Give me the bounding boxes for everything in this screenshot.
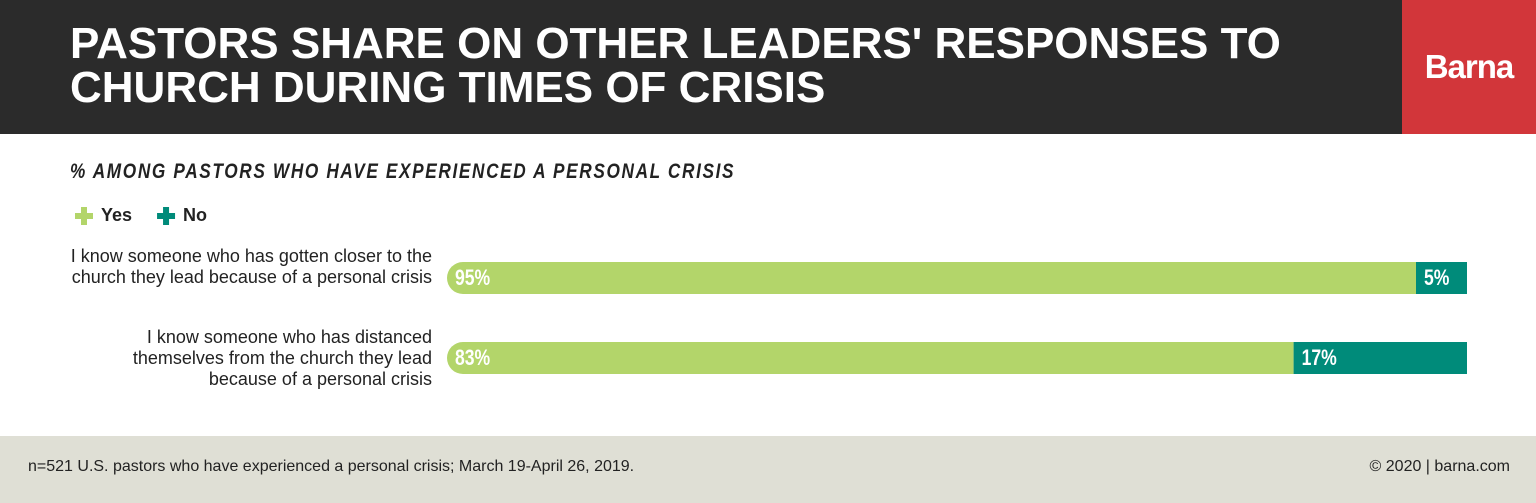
legend-marker <box>75 207 93 225</box>
value-label: 95% <box>455 266 490 290</box>
category-label: I know someone who has gotten closer to … <box>70 246 432 287</box>
category-label: I know someone who has distanced themsel… <box>132 327 432 389</box>
legend-marker <box>157 207 176 225</box>
chart-title: PASTORS SHARE ON OTHER LEADERS' RESPONSE… <box>70 19 1281 112</box>
bar <box>447 262 1416 294</box>
copyright: © 2020 | barna.com <box>1369 458 1510 475</box>
value-label: 83% <box>455 346 490 370</box>
value-label: 17% <box>1302 346 1337 370</box>
brand-box: Barna <box>1402 0 1536 134</box>
legend-label: No <box>183 205 207 225</box>
footnote: n=521 U.S. pastors who have experienced … <box>28 458 635 475</box>
header: PASTORS SHARE ON OTHER LEADERS' RESPONSE… <box>0 0 1402 134</box>
bar <box>1416 262 1467 294</box>
value-label: 5% <box>1424 266 1450 290</box>
subtitle: % AMONG PASTORS WHO HAVE EXPERIENCED A P… <box>70 160 736 183</box>
bar <box>1293 342 1467 374</box>
legend-label: Yes <box>101 205 132 225</box>
bar <box>447 342 1294 374</box>
footer: n=521 U.S. pastors who have experienced … <box>0 436 1536 503</box>
brand: Barna <box>1424 48 1515 85</box>
chart: Yes No 95% 5% 83% 17% <box>75 205 1467 374</box>
